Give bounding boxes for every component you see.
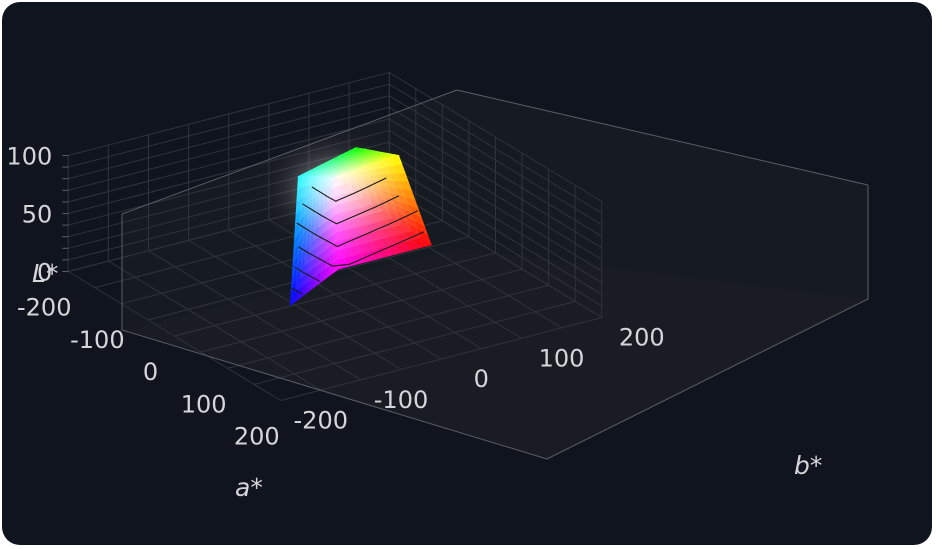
contour-line xyxy=(294,266,321,283)
floor-grid-b xyxy=(228,229,442,360)
wall-grid-level xyxy=(68,129,603,260)
y-axis-label: b* xyxy=(794,451,822,480)
x-tick-label: 200 xyxy=(234,423,280,451)
y-tick-label: -200 xyxy=(294,407,348,435)
back-wall-right xyxy=(457,90,868,299)
wall-grid-level xyxy=(68,141,603,272)
floor-grid-a xyxy=(280,317,602,401)
x-tick-label: -100 xyxy=(70,326,124,354)
floor-grid-a xyxy=(227,284,549,369)
contour-line xyxy=(291,287,304,295)
wall-grid-level xyxy=(68,83,603,214)
y-tick-label: -100 xyxy=(374,386,428,414)
wall-grid-level xyxy=(68,118,603,249)
wall-grid-level xyxy=(68,95,603,226)
axis-edges xyxy=(121,89,869,460)
gamut-surface xyxy=(280,147,433,307)
white-highlight xyxy=(280,150,390,227)
x-tick-label: -200 xyxy=(17,294,71,322)
y-tick-label: 0 xyxy=(474,365,489,393)
z-axis-label: L* xyxy=(32,259,58,288)
contour-line xyxy=(311,177,387,202)
z-tick-label: 100 xyxy=(6,143,52,171)
axis-panes xyxy=(67,71,869,460)
x-tick-label: 100 xyxy=(181,390,227,418)
z-tick-label: 0 xyxy=(37,259,52,287)
back-wall-left xyxy=(122,90,457,330)
y-tick-label: 100 xyxy=(539,344,585,372)
y-tick-label: 200 xyxy=(619,324,665,352)
floor-grid-a xyxy=(200,268,523,353)
floor-grid-a xyxy=(254,300,576,385)
wall-grid-level xyxy=(68,106,603,237)
z-tick-label: 50 xyxy=(22,201,53,229)
contour-line xyxy=(298,231,425,267)
contour-line xyxy=(296,210,418,248)
x-axis-label: a* xyxy=(235,473,263,502)
surface-patch xyxy=(412,237,433,248)
contour-line xyxy=(302,195,400,225)
x-tick-label: 0 xyxy=(143,358,158,386)
floor-pane xyxy=(122,247,868,459)
wall-grid-level xyxy=(68,71,603,202)
